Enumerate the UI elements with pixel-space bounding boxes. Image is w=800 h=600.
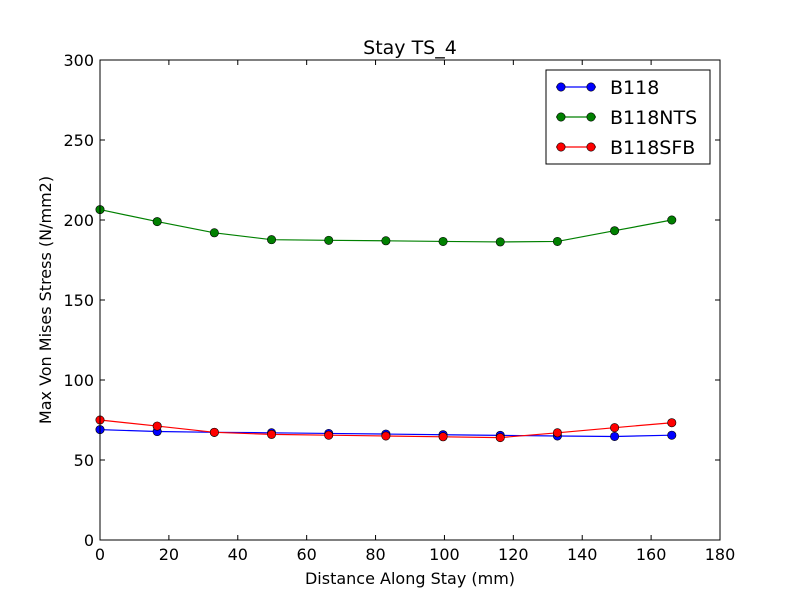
x-tick-label: 0 xyxy=(95,545,105,564)
y-tick-label: 50 xyxy=(74,451,94,470)
series-2-point xyxy=(495,237,505,247)
y-tick-label: 300 xyxy=(63,51,94,70)
axes-layer: 0 20 40 60 80 100 120 140 160 180 0 50 100 150 200 250 3… xyxy=(63,51,735,564)
series-3-point xyxy=(438,432,448,442)
series-3-point xyxy=(152,421,162,431)
series-3-point xyxy=(552,428,562,438)
y-tick-label: 100 xyxy=(63,371,94,390)
x-tick-label: 160 xyxy=(636,545,667,564)
series-2-point xyxy=(438,236,448,246)
legend-marker-1 xyxy=(556,82,566,92)
legend-label-1: B118 xyxy=(610,77,659,99)
series-layer xyxy=(95,205,677,443)
legend-label-2: B118NTS xyxy=(610,107,697,129)
series-3-point xyxy=(209,427,219,437)
x-tick-label: 20 xyxy=(159,545,179,564)
legend-marker-2 xyxy=(586,112,596,122)
legend-label-3: B118SFB xyxy=(610,137,695,159)
legend: B118 B118NTS B118SFB xyxy=(545,69,711,165)
series-2-point xyxy=(324,235,334,245)
series-2-point xyxy=(267,235,277,245)
y-tick-label: 150 xyxy=(63,291,94,310)
series-2-point xyxy=(552,236,562,246)
series-3-point xyxy=(381,431,391,441)
series-2-point xyxy=(667,215,677,225)
y-axis-label: Max Von Mises Stress (N/mm2) xyxy=(36,176,55,424)
series-2-point xyxy=(152,217,162,227)
series-3-point xyxy=(267,429,277,439)
series-3-point xyxy=(667,418,677,428)
x-tick-label: 180 xyxy=(705,545,736,564)
series-3-point xyxy=(610,423,620,433)
legend-marker-1 xyxy=(586,82,596,92)
x-tick-label: 100 xyxy=(429,545,460,564)
chart-title: Stay TS_4 xyxy=(363,37,457,59)
series-2-point xyxy=(381,236,391,246)
x-tick-label: 140 xyxy=(567,545,598,564)
y-tick-label: 250 xyxy=(63,131,94,150)
x-tick-label: 80 xyxy=(365,545,385,564)
series-2-point xyxy=(209,228,219,238)
series-1-point xyxy=(667,430,677,440)
legend-marker-3 xyxy=(586,142,596,152)
legend-marker-2 xyxy=(556,112,566,122)
x-axis-label: Distance Along Stay (mm) xyxy=(305,569,515,588)
y-tick-label: 200 xyxy=(63,211,94,230)
series-2-point xyxy=(610,226,620,236)
y-tick-label: 0 xyxy=(84,531,94,550)
legend-marker-3 xyxy=(556,142,566,152)
series-3-point xyxy=(324,430,334,440)
series-3-point xyxy=(495,433,505,443)
series-1-point xyxy=(610,431,620,441)
x-tick-label: 40 xyxy=(228,545,248,564)
x-tick-label: 60 xyxy=(296,545,316,564)
x-tick-label: 120 xyxy=(498,545,529,564)
